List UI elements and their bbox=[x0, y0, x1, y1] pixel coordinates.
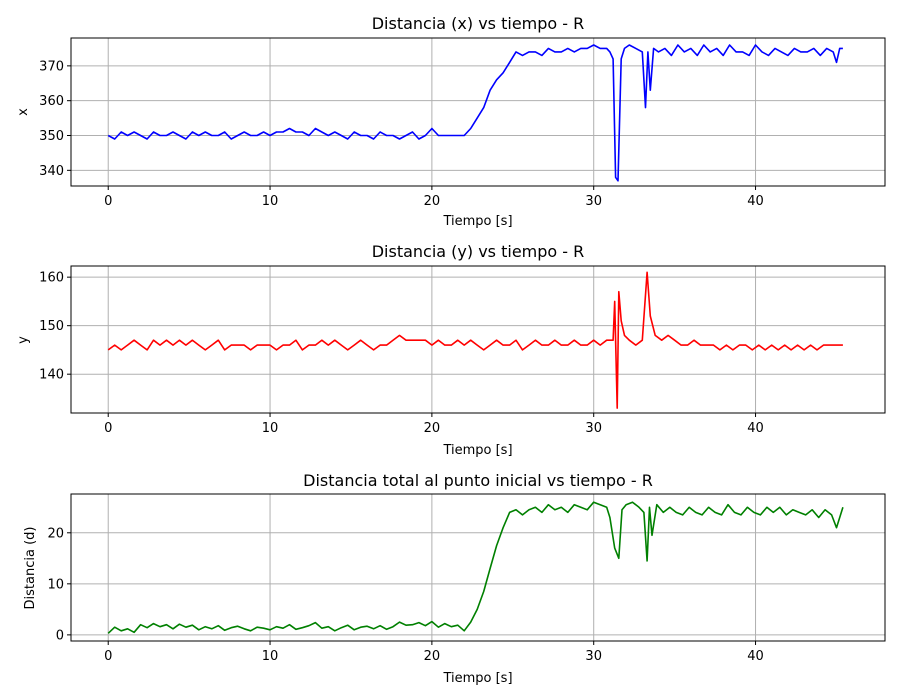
grid bbox=[71, 38, 885, 186]
subplot-title: Distancia (y) vs tiempo - R bbox=[372, 242, 585, 261]
subplot-title: Distancia total al punto inicial vs tiem… bbox=[303, 471, 653, 490]
x-axis-label: Tiempo [s] bbox=[442, 214, 512, 229]
y-tick-label: 20 bbox=[47, 526, 64, 541]
ticks: 0 10 20 30 40 0 10 20 bbox=[47, 526, 763, 664]
x-tick-label: 30 bbox=[585, 194, 602, 209]
y-axis-label: y bbox=[16, 336, 31, 344]
x-tick-label: 40 bbox=[747, 649, 764, 664]
x-tick-label: 30 bbox=[585, 649, 602, 664]
x-tick-label: 10 bbox=[262, 649, 279, 664]
y-tick-label: 370 bbox=[39, 59, 64, 74]
subplot-x-vs-time: Distancia (x) vs tiempo - R 0 10 20 30 40 340… bbox=[16, 14, 886, 229]
x-tick-label: 0 bbox=[104, 194, 112, 209]
series-line-y bbox=[107, 271, 843, 409]
x-tick-label: 0 bbox=[104, 421, 112, 436]
y-axis-label: x bbox=[16, 108, 31, 116]
subplot-title: Distancia (x) vs tiempo - R bbox=[372, 14, 585, 33]
y-tick-label: 10 bbox=[47, 577, 64, 592]
y-tick-label: 360 bbox=[39, 94, 64, 109]
y-tick-label: 0 bbox=[56, 628, 64, 643]
series-line-distance bbox=[107, 501, 844, 634]
y-tick-label: 140 bbox=[39, 368, 64, 383]
y-tick-label: 160 bbox=[39, 271, 64, 286]
x-tick-label: 10 bbox=[262, 194, 279, 209]
x-axis-label: Tiempo [s] bbox=[442, 443, 512, 458]
y-axis-label: Distancia (d) bbox=[23, 527, 38, 610]
y-tick-label: 150 bbox=[39, 319, 64, 334]
subplot-y-vs-time: Distancia (y) vs tiempo - R 0 10 20 30 40 140… bbox=[16, 242, 886, 458]
x-tick-label: 20 bbox=[424, 649, 441, 664]
x-tick-label: 40 bbox=[747, 421, 764, 436]
y-tick-label: 340 bbox=[39, 164, 64, 179]
ticks: 0 10 20 30 40 340 350 360 370 bbox=[39, 59, 764, 209]
series-line-x bbox=[107, 44, 843, 182]
axes-frame bbox=[70, 37, 886, 187]
subplot-total-distance-vs-time: Distancia total al punto inicial vs tiem… bbox=[23, 471, 886, 686]
x-tick-label: 30 bbox=[585, 421, 602, 436]
y-tick-label: 350 bbox=[39, 129, 64, 144]
x-tick-label: 0 bbox=[104, 649, 112, 664]
x-axis-label: Tiempo [s] bbox=[442, 671, 512, 686]
axes-frame bbox=[70, 265, 886, 414]
x-tick-label: 40 bbox=[747, 194, 764, 209]
x-tick-label: 10 bbox=[262, 421, 279, 436]
grid bbox=[71, 494, 885, 641]
x-tick-label: 20 bbox=[424, 421, 441, 436]
ticks: 0 10 20 30 40 140 150 160 bbox=[39, 271, 764, 436]
axes-frame bbox=[70, 493, 886, 642]
x-tick-label: 20 bbox=[424, 194, 441, 209]
